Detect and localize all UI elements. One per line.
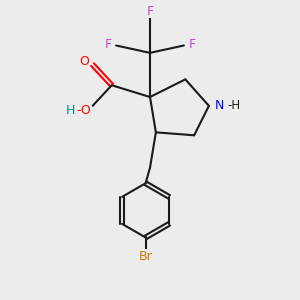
Text: Br: Br [139, 250, 152, 263]
Text: F: F [146, 4, 154, 18]
Text: -H: -H [227, 99, 241, 112]
Text: H: H [66, 104, 75, 117]
Text: -O: -O [76, 104, 91, 117]
Text: F: F [104, 38, 112, 50]
Text: N: N [214, 99, 224, 112]
Text: O: O [79, 55, 89, 68]
Text: F: F [188, 38, 196, 50]
